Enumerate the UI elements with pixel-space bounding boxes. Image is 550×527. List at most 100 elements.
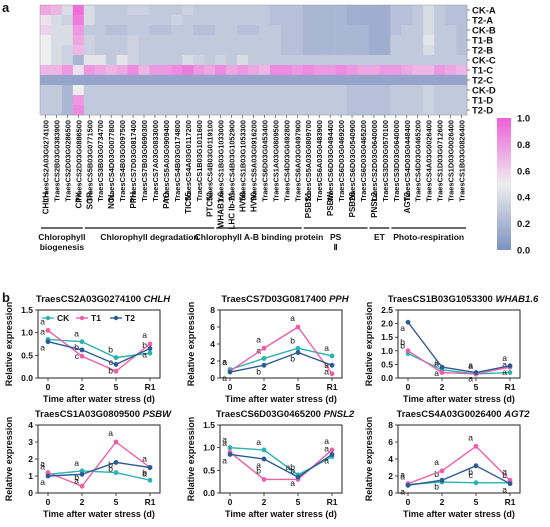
significance-letter: b <box>108 463 113 473</box>
significance-letter: a <box>400 323 405 333</box>
series-line-ck <box>229 446 333 476</box>
heatmap-cell <box>357 65 369 76</box>
significance-letter: a <box>256 345 261 355</box>
data-point-t2 <box>405 482 411 488</box>
heatmap-cell <box>335 15 347 26</box>
heatmap-cell <box>40 55 52 66</box>
gene-symbol-label: LHC Ib-21 <box>228 191 237 229</box>
significance-letter: b <box>74 342 79 352</box>
heatmap-cell <box>445 75 457 86</box>
heatmap-cell <box>291 65 304 76</box>
heatmap-cell <box>204 65 216 76</box>
heatmap-cell <box>291 95 304 106</box>
significance-letter: b <box>142 467 147 477</box>
significance-letter: a <box>468 374 473 384</box>
chart-title: TraesCS1B03G1053300 WHAB1.6 <box>388 294 539 305</box>
heatmap-cell <box>215 55 227 66</box>
heatmap-cell <box>412 85 424 96</box>
significance-letter: b <box>74 472 79 482</box>
column-label: TraesCS4D03G0465200 <box>414 120 423 202</box>
x-axis-label: Time after water stress (d) <box>225 394 337 404</box>
heatmap-cell <box>258 35 271 46</box>
heatmap-cell <box>94 95 106 106</box>
legend-swatch-dot <box>113 315 119 321</box>
heatmap-cell <box>302 35 315 46</box>
y-tick-label: 0.5 <box>203 465 215 475</box>
heatmap-cell <box>390 105 402 116</box>
heatmap-cell <box>160 15 172 26</box>
column-label: TraesCS5A03G0809700 <box>304 120 313 202</box>
gene-symbol-label: CPX <box>74 191 83 208</box>
heatmap-cell <box>94 65 106 76</box>
heatmap-cell <box>368 5 380 16</box>
heatmap-cell <box>291 35 304 46</box>
column-label: TraesCS1D03G0026400 <box>447 120 456 202</box>
data-point-t2 <box>405 319 411 325</box>
column-label: TraesCS2D03G0886500 <box>74 120 83 202</box>
heatmap-cell <box>237 85 249 96</box>
row-label: CK-B <box>472 25 496 36</box>
heatmap-cell <box>204 105 216 116</box>
heatmap-cell <box>182 55 194 66</box>
heatmap-cell <box>138 15 150 26</box>
heatmap-cell <box>237 15 249 26</box>
heatmap-cell <box>456 95 468 106</box>
heatmap-cell <box>379 45 391 56</box>
heatmap-cell <box>50 25 63 36</box>
y-tick-label: 4 <box>28 420 33 430</box>
heatmap-cell <box>171 45 183 56</box>
heatmap-cell <box>401 75 413 86</box>
heatmap-cell <box>324 75 336 86</box>
heatmap-cell <box>379 25 391 36</box>
heatmap-cell <box>269 35 282 46</box>
heatmap-cell <box>83 25 96 36</box>
heatmap-cell <box>291 5 304 16</box>
legend-swatch-dot <box>79 315 85 321</box>
heatmap-cell <box>313 65 325 76</box>
column-label: TraesCS5A03G0909400 <box>162 120 171 202</box>
series-line-t1 <box>47 329 151 373</box>
heatmap-cell <box>248 35 260 46</box>
chart-title-gene: TraesCS2A03G0274100 <box>36 294 144 305</box>
heatmap-cell <box>171 85 183 96</box>
data-point-t2 <box>261 456 267 462</box>
heatmap-cell <box>83 45 96 56</box>
series-line-t2 <box>229 351 333 373</box>
heatmap-cell <box>83 65 96 76</box>
heatmap-cell <box>171 95 183 106</box>
heatmap-cell <box>291 55 304 66</box>
heatmap-cell <box>280 105 293 116</box>
significance-letter: a <box>222 373 227 383</box>
chart-title-symbol: CHLH <box>144 294 172 305</box>
heatmap-cell <box>456 5 468 16</box>
heatmap-cell <box>105 25 117 36</box>
heatmap-cell <box>379 35 391 46</box>
heatmap-cell <box>116 55 128 66</box>
data-point-t2 <box>45 473 51 479</box>
heatmap-cell <box>401 105 413 116</box>
heatmap-cell <box>258 75 271 86</box>
x-tick-label: R1 <box>327 382 338 392</box>
heatmap-cell <box>215 45 227 56</box>
heatmap-cell <box>72 65 85 76</box>
column-label: TraesCS1B03G0826400 <box>458 120 467 202</box>
significance-letter: c <box>469 470 474 480</box>
heatmap-cell <box>171 105 183 116</box>
heatmap-cell <box>313 35 325 46</box>
heatmap-cell <box>248 75 260 86</box>
heatmap-cell <box>280 65 293 76</box>
heatmap-cell <box>226 95 238 106</box>
heatmap-cell <box>346 25 358 36</box>
heatmap-cell <box>215 75 227 86</box>
y-tick-label: 8 <box>210 305 215 315</box>
data-point-t1 <box>113 368 119 374</box>
heatmap-cell <box>248 85 260 96</box>
heatmap-cell <box>456 105 468 116</box>
heatmap-cell <box>434 85 446 96</box>
heatmap-cell <box>456 35 468 46</box>
heatmap-cell <box>40 45 52 56</box>
column-label: TraesCS4B03G0174800 <box>173 120 182 202</box>
heatmap-cell <box>193 15 205 26</box>
heatmap-cell <box>412 35 424 46</box>
heatmap-cell <box>258 105 271 116</box>
